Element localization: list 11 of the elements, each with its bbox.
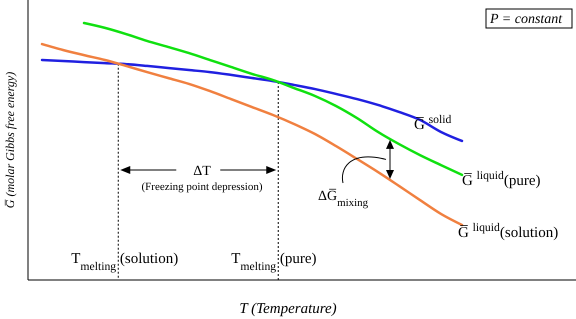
y-axis-title: G̅ (molar Gibbs free energy) [3, 72, 17, 208]
annotation: ΔT [193, 164, 212, 179]
text: P = constant [489, 12, 564, 27]
annotation: ΔG̅$_{mixing}$ [318, 188, 369, 209]
series-label: G̅ $^{solid}$ [414, 112, 452, 133]
annotation: (Freezing point depression) [142, 181, 263, 193]
annotation: T$_{melting}$ (solution) [71, 251, 178, 272]
x-axis-title: T (Temperature) [239, 301, 337, 317]
annotation: T$_{melting}$ (pure) [231, 251, 317, 272]
series-label: G̅ $^{liquid}$(solution) [458, 220, 558, 241]
series-label: G̅ $^{liquid}$(pure) [462, 168, 541, 189]
